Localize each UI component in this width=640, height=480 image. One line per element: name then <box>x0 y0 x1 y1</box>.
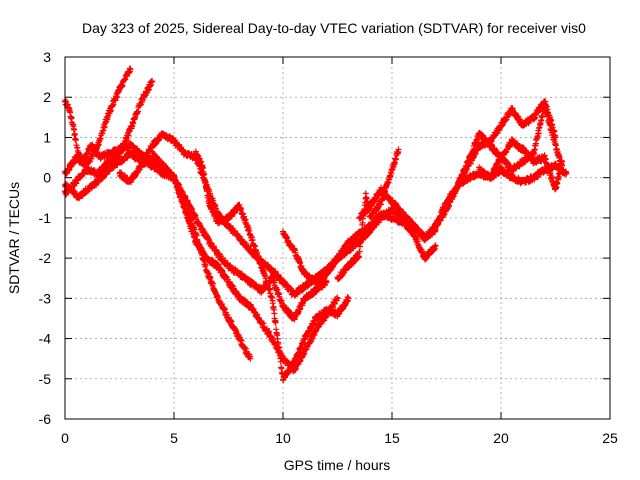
y-tick-label: 1 <box>43 129 51 145</box>
x-axis-title: GPS time / hours <box>284 457 391 473</box>
y-tick-label: 0 <box>43 170 51 186</box>
y-tick-label: -1 <box>39 210 52 226</box>
x-tick-label: 5 <box>170 430 178 446</box>
y-tick-label: -2 <box>39 250 52 266</box>
series-sat-h <box>280 209 439 288</box>
series-markers <box>280 209 439 288</box>
grid <box>65 57 610 419</box>
series-sat-g <box>192 148 352 384</box>
chart-title: Day 323 of 2025, Sidereal Day-to-day VTE… <box>82 20 586 36</box>
y-tick-label: -6 <box>39 411 52 427</box>
y-tick-label: -5 <box>39 371 52 387</box>
y-tick-label: 3 <box>43 49 51 65</box>
x-tick-label: 10 <box>275 430 291 446</box>
series-sat-k <box>432 100 565 231</box>
x-tick-label: 25 <box>602 430 618 446</box>
y-tick-label: -3 <box>39 290 52 306</box>
plot-frame <box>64 56 611 420</box>
series-markers <box>432 100 565 231</box>
y-tick-label: 2 <box>43 89 51 105</box>
y-tick-label: -4 <box>39 331 52 347</box>
series-markers <box>192 148 352 384</box>
series-markers <box>476 136 565 193</box>
ticks: 0 5 10 15 20 25 -6 -5 -4 -3 -2 -1 0 1 2 3 <box>39 49 618 446</box>
x-tick-label: 0 <box>61 430 69 446</box>
series-sat-i <box>334 146 402 282</box>
y-axis-title: SDTVAR / TECUs <box>6 182 22 294</box>
x-tick-label: 15 <box>384 430 400 446</box>
series-sat-m <box>476 136 565 193</box>
series-markers <box>334 146 402 282</box>
series-layer <box>62 65 570 384</box>
x-tick-label: 20 <box>493 430 509 446</box>
